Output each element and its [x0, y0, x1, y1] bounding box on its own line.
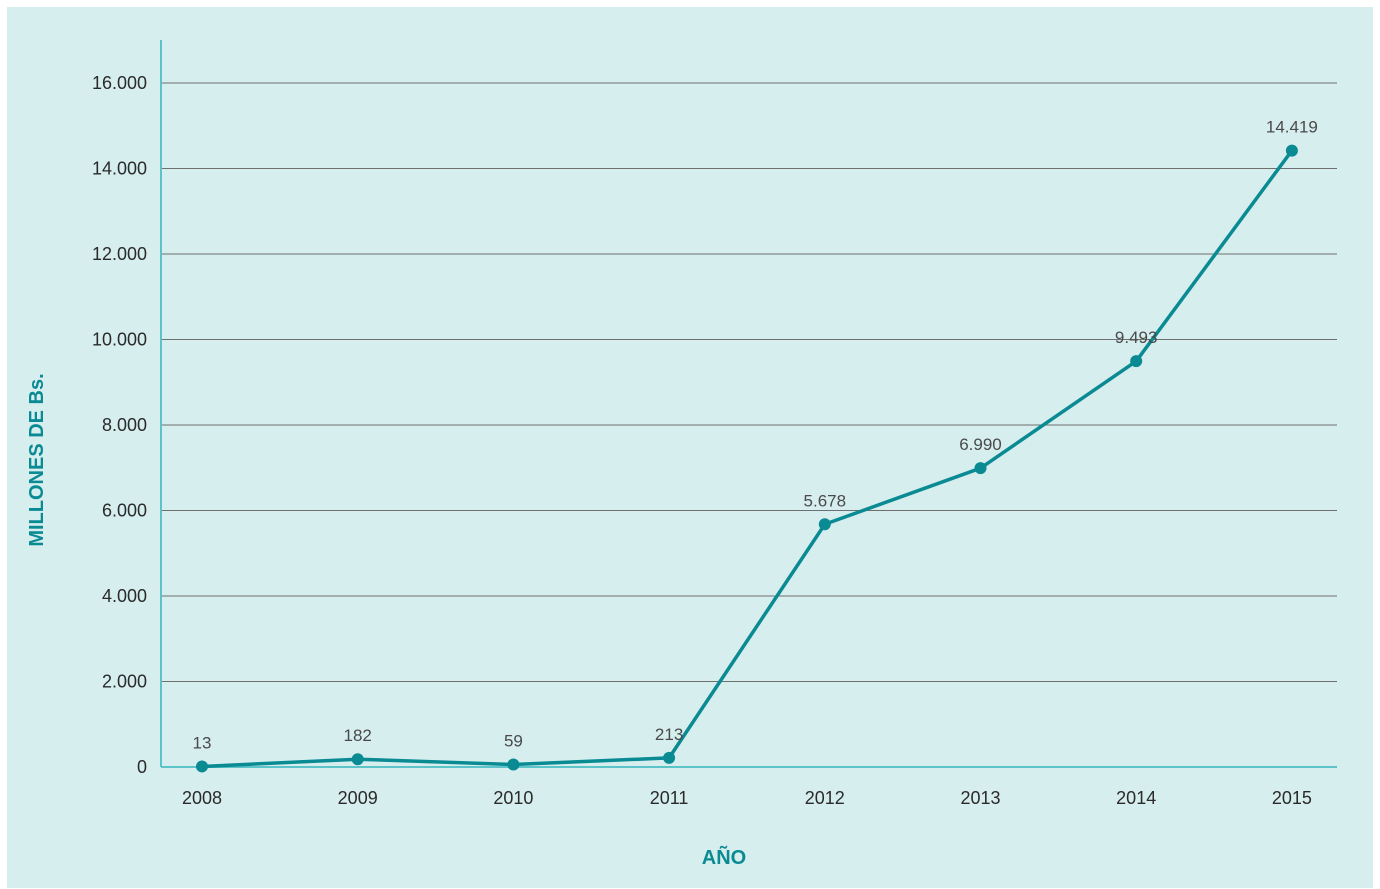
axes	[160, 40, 1337, 768]
y-tick-label: 14.000	[92, 159, 147, 179]
data-point	[1130, 355, 1143, 368]
line-chart: 0 2.000 4.000 6.000 8.000 10.000 12.000 14.000 1…	[26, 40, 1337, 869]
data-point	[351, 753, 364, 766]
x-tick-label: 2011	[650, 788, 689, 808]
data-label: 9.493	[1115, 328, 1158, 347]
data-points	[196, 144, 1298, 773]
data-point	[1285, 144, 1298, 157]
y-tick-label: 0	[137, 757, 147, 777]
grid-lines	[161, 82, 1337, 682]
data-point	[663, 751, 676, 764]
data-series	[201, 149, 1294, 769]
data-point	[196, 760, 208, 773]
data-label: 5.678	[804, 491, 847, 510]
y-axis-title: MILLONES DE Bs.	[26, 373, 48, 546]
x-tick-label: 2012	[805, 788, 845, 808]
y-tick-label: 16.000	[92, 73, 147, 93]
series-line	[201, 149, 1294, 769]
x-tick-label: 2015	[1272, 788, 1312, 808]
y-tick-label: 6.000	[102, 501, 147, 521]
data-label: 182	[344, 726, 372, 745]
y-tick-labels: 0 2.000 4.000 6.000 8.000 10.000 12.000 14.000 1…	[92, 73, 147, 777]
chart-panel: 0 2.000 4.000 6.000 8.000 10.000 12.000 14.000 1…	[7, 7, 1373, 888]
data-point	[818, 518, 831, 531]
x-tick-label: 2014	[1116, 788, 1156, 808]
x-tick-label: 2013	[960, 788, 1000, 808]
x-tick-label: 2008	[182, 788, 222, 808]
x-axis-title: AÑO	[702, 846, 746, 869]
y-tick-label: 12.000	[92, 244, 147, 264]
data-label: 213	[655, 725, 683, 744]
y-tick-label: 10.000	[92, 330, 147, 350]
x-tick-label: 2009	[338, 788, 378, 808]
data-label: 6.990	[959, 435, 1002, 454]
y-tick-label: 2.000	[102, 672, 147, 692]
y-tick-label: 8.000	[102, 415, 147, 435]
data-point	[507, 758, 520, 771]
data-point	[974, 462, 987, 475]
data-label: 59	[504, 731, 523, 750]
data-label: 14.419	[1266, 118, 1318, 137]
data-label: 13	[193, 733, 212, 752]
data-labels: 13 182 59 213 5.678 6.990 9.493 14.419	[193, 118, 1318, 753]
x-tick-label: 2010	[493, 788, 533, 808]
x-tick-labels: 2008 2009 2010 2011 2012 2013 2014 2015	[182, 788, 1312, 808]
y-tick-label: 4.000	[102, 586, 147, 606]
